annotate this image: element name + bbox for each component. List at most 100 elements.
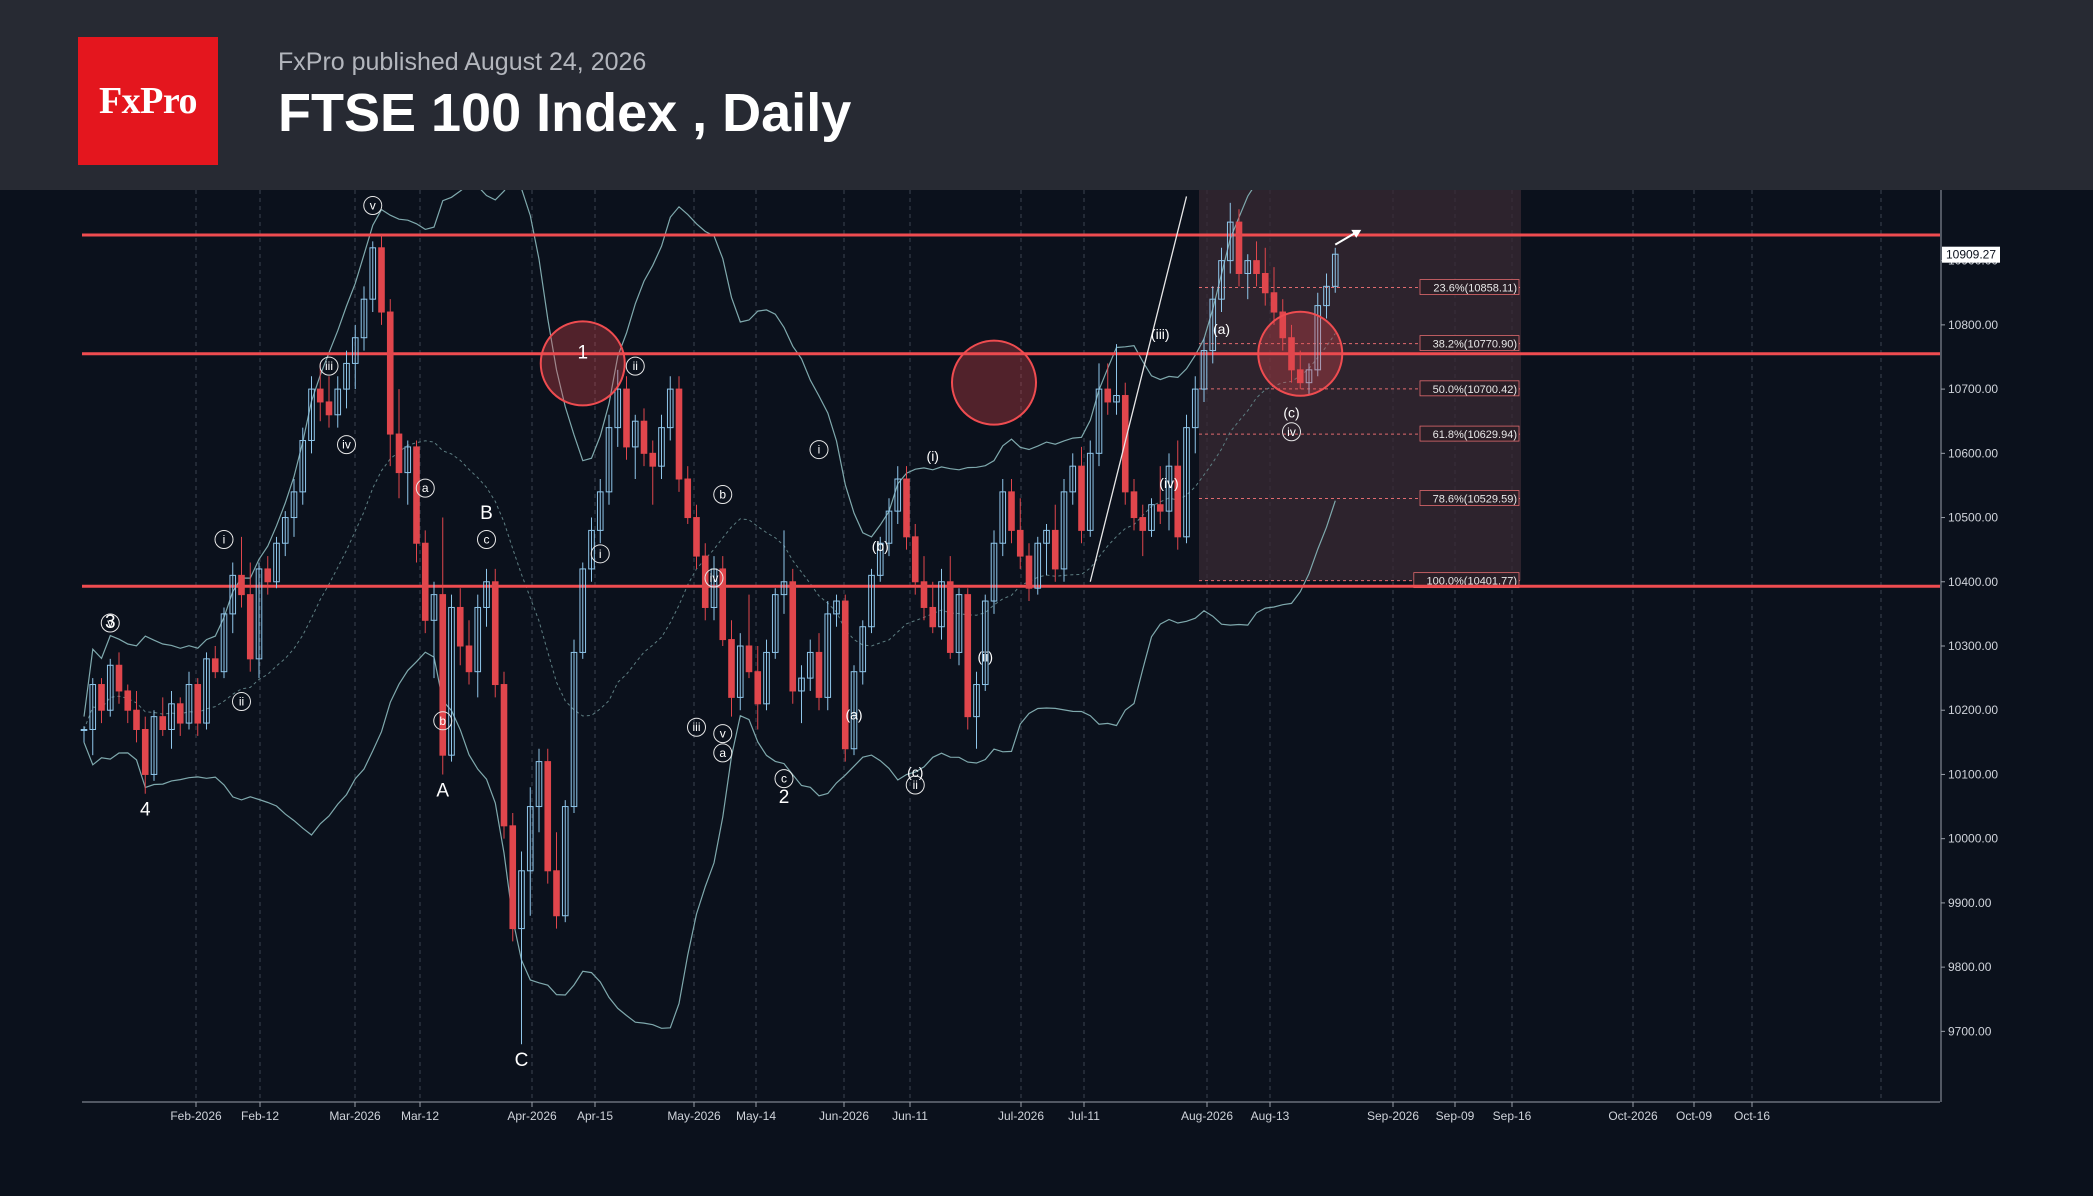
candle-body xyxy=(868,574,875,628)
wave-label: (iii) xyxy=(1151,326,1170,342)
candle-body xyxy=(1253,260,1260,274)
candle-body xyxy=(806,651,814,679)
candle-body xyxy=(544,761,552,872)
candle-body xyxy=(211,658,219,673)
candle-body xyxy=(561,806,569,917)
bollinger-bands xyxy=(83,158,1336,1029)
candle-body xyxy=(1078,465,1085,531)
candle-body xyxy=(395,433,403,474)
y-tick-label: 9700.00 xyxy=(1948,1024,1992,1038)
wave-label-circle xyxy=(774,769,794,789)
grid xyxy=(195,190,1882,1102)
candle-body xyxy=(1305,369,1313,384)
wave-label: c xyxy=(484,533,490,547)
highlight-circle xyxy=(951,339,1037,426)
fib-label-box xyxy=(1419,279,1520,295)
candle-body xyxy=(920,581,928,608)
wave-label: (iv) xyxy=(1159,475,1178,491)
candle-body xyxy=(404,446,412,474)
wave-label-circle xyxy=(214,530,234,550)
wave-label-circle xyxy=(905,775,925,795)
candle-body xyxy=(1156,504,1164,512)
wave-label: ii xyxy=(633,359,638,373)
candle-body xyxy=(369,247,377,300)
wave-label-circle xyxy=(687,717,706,737)
highlight-circle xyxy=(1257,310,1344,397)
candle-body xyxy=(745,645,753,673)
candle-body xyxy=(1235,221,1243,274)
candle-body xyxy=(465,645,473,673)
candle-body xyxy=(999,491,1007,544)
candle-body xyxy=(666,388,674,429)
y-tick-label: 10400.00 xyxy=(1948,575,1998,589)
x-tick-label: Jul-2026 xyxy=(998,1109,1044,1123)
fib-zone: 23.6%(10858.11) 38.2%(10770.90) 50.0%(1070… xyxy=(1199,190,1521,589)
candle-body xyxy=(185,684,193,724)
candle-body xyxy=(990,542,998,602)
candle-body xyxy=(124,690,132,711)
candle-body xyxy=(1174,465,1182,538)
x-tick-label: Feb-2026 xyxy=(170,1109,222,1123)
candle-body xyxy=(483,581,490,608)
fib-level-label: 61.8%(10629.94) xyxy=(1433,429,1517,441)
candle-body xyxy=(299,439,307,493)
candle-body xyxy=(955,594,963,653)
y-tick-label: 10500.00 xyxy=(1948,511,1998,525)
candle-body xyxy=(1296,369,1304,384)
candle-body xyxy=(1191,388,1199,429)
fib-label-box xyxy=(1419,335,1520,351)
candle-body xyxy=(500,684,508,827)
fib-level-label: 100.0%(10401.77) xyxy=(1426,576,1517,588)
candle-body xyxy=(876,542,884,576)
wave-label: iv xyxy=(710,571,719,585)
fib-level-label: 23.6%(10858.11) xyxy=(1433,283,1517,295)
fib-level-label: 78.6%(10529.59) xyxy=(1433,494,1517,506)
candle-body xyxy=(159,716,167,730)
wave-label-circle xyxy=(625,356,645,376)
candle-body xyxy=(946,581,954,653)
candle-body xyxy=(1104,388,1112,403)
candle-body xyxy=(456,606,464,647)
wave-label: A xyxy=(436,780,449,801)
trend-line xyxy=(1089,196,1188,582)
candle-body xyxy=(1288,337,1295,371)
candle-body xyxy=(824,613,832,698)
wave-label: iv xyxy=(342,438,351,452)
candle-body xyxy=(614,388,622,429)
wave-label-circle xyxy=(590,544,610,564)
y-tick-label: 10100.00 xyxy=(1948,767,1998,781)
candle-body xyxy=(684,478,692,519)
wave-label: (ii) xyxy=(977,649,993,665)
x-tick-label: May-2026 xyxy=(667,1109,721,1123)
y-tick-label: 10200.00 xyxy=(1948,703,1998,717)
candle-body xyxy=(535,761,543,808)
candle-body xyxy=(964,594,972,718)
candle-body xyxy=(1069,465,1077,493)
fib-label-box xyxy=(1419,425,1520,442)
candle-body xyxy=(518,870,525,930)
wave-label: (i) xyxy=(927,448,939,464)
axes: 9700.00 9800.00 9900.00 10000.00 10100.00 102… xyxy=(82,190,2003,1132)
candle-body xyxy=(246,594,254,660)
wave-label: iv xyxy=(1287,425,1296,439)
wave-label-circle xyxy=(433,711,453,731)
candle-body xyxy=(675,388,683,480)
candle-body xyxy=(736,645,744,698)
candle-body xyxy=(1139,517,1147,531)
x-tick-label: Aug-13 xyxy=(1251,1109,1290,1123)
candle-body xyxy=(281,517,289,544)
wave-label: a xyxy=(719,746,726,760)
candle-body xyxy=(1226,221,1234,262)
x-tick-label: Oct-16 xyxy=(1734,1109,1770,1123)
candle-body xyxy=(1034,542,1042,589)
candle-body xyxy=(448,606,455,756)
x-tick-label: Apr-15 xyxy=(577,1109,613,1123)
candle-body xyxy=(701,555,709,608)
y-axis-bg xyxy=(1941,190,2003,1132)
candle-body xyxy=(1095,388,1103,454)
candle-body xyxy=(553,870,560,917)
candle-body xyxy=(220,613,228,673)
wave-label: v xyxy=(720,727,726,741)
candle-body xyxy=(133,709,140,730)
candle-body xyxy=(693,517,700,557)
